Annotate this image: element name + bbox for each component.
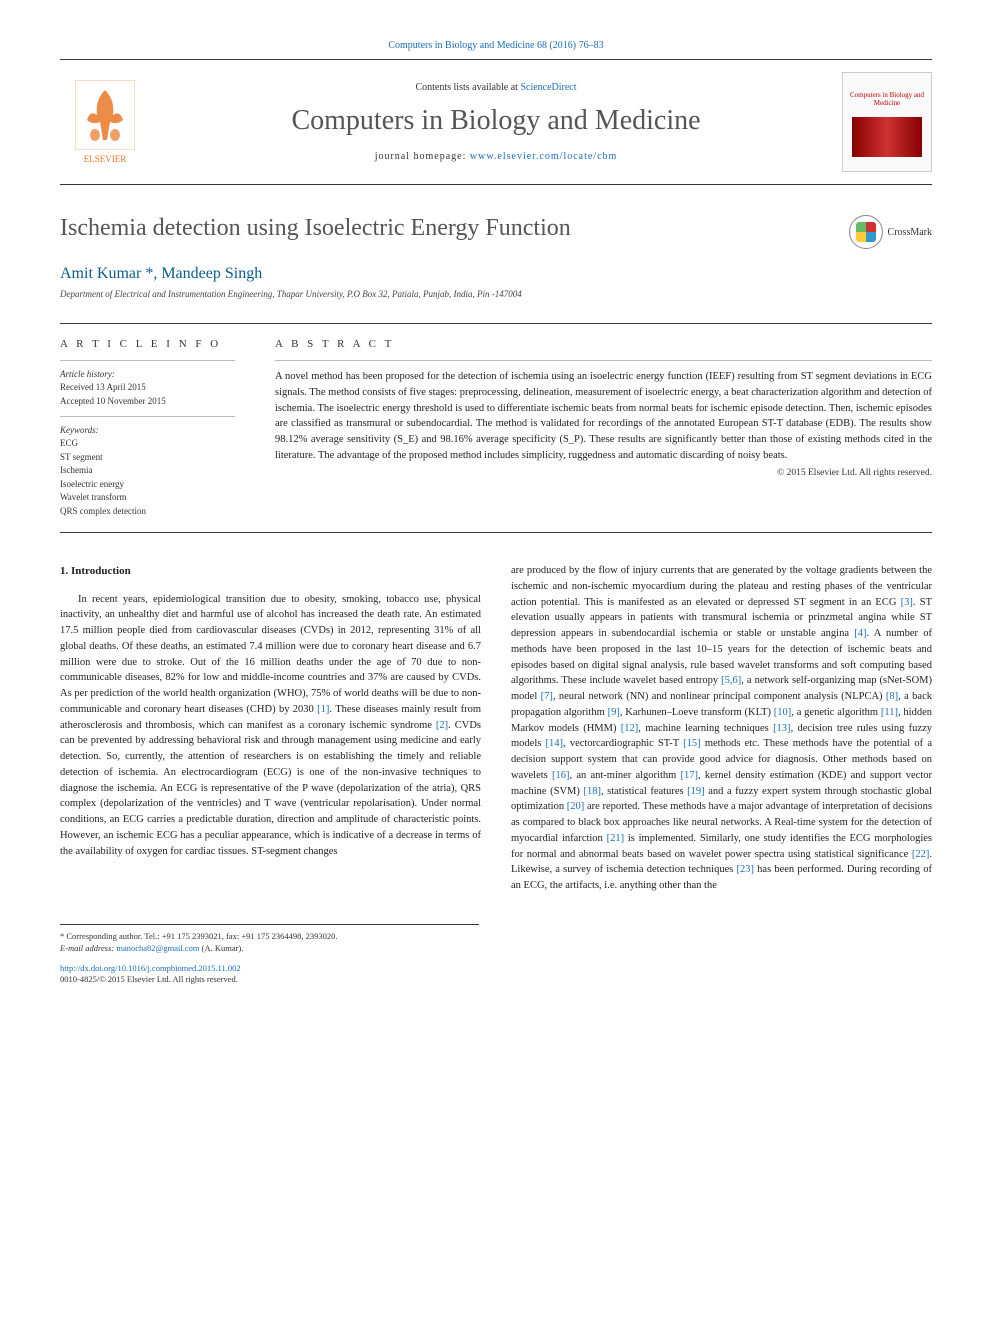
keyword-item: ST segment xyxy=(60,451,235,465)
author-email-link[interactable]: manocha82@gmail.com xyxy=(116,943,199,953)
running-header: Computers in Biology and Medicine 68 (20… xyxy=(60,40,932,51)
keyword-item: Wavelet transform xyxy=(60,491,235,505)
ref-link[interactable]: [15] xyxy=(683,738,701,749)
doi-link[interactable]: http://dx.doi.org/10.1016/j.compbiomed.2… xyxy=(60,963,241,973)
ref-link[interactable]: [11] xyxy=(881,707,898,718)
journal-cover-thumbnail: Computers in Biology and Medicine xyxy=(842,72,932,172)
received-date: Received 13 April 2015 xyxy=(60,381,235,395)
ref-link[interactable]: [4] xyxy=(854,628,866,639)
authors: Amit Kumar *, Mandeep Singh xyxy=(60,265,932,283)
sciencedirect-link[interactable]: ScienceDirect xyxy=(520,82,576,93)
body-col1-text: In recent years, epidemiological transit… xyxy=(60,592,481,860)
body-column-right: are produced by the flow of injury curre… xyxy=(511,563,932,894)
keyword-item: ECG xyxy=(60,437,235,451)
ref-link[interactable]: [20] xyxy=(567,801,585,812)
crossmark-label: CrossMark xyxy=(888,227,932,238)
journal-cover-title: Computers in Biology and Medicine xyxy=(843,87,931,111)
ref-link[interactable]: [7] xyxy=(541,691,553,702)
email-line: E-mail address: manocha82@gmail.com (A. … xyxy=(60,943,479,955)
keyword-item: QRS complex detection xyxy=(60,505,235,519)
crossmark-badge[interactable]: CrossMark xyxy=(849,215,932,249)
body-col2-text: are produced by the flow of injury curre… xyxy=(511,563,932,894)
homepage-text: journal homepage: www.elsevier.com/locat… xyxy=(150,151,842,162)
crossmark-icon xyxy=(849,215,883,249)
ref-link[interactable]: [21] xyxy=(607,833,625,844)
accepted-date: Accepted 10 November 2015 xyxy=(60,395,235,409)
ref-link[interactable]: [1] xyxy=(317,704,329,715)
issn-copyright: 0010-4825/© 2015 Elsevier Ltd. All right… xyxy=(60,974,238,984)
journal-header-box: ELSEVIER Contents lists available at Sci… xyxy=(60,59,932,185)
ref-link[interactable]: [9] xyxy=(608,707,620,718)
ref-link[interactable]: [8] xyxy=(886,691,898,702)
journal-name: Computers in Biology and Medicine xyxy=(150,105,842,137)
affiliation: Department of Electrical and Instrumenta… xyxy=(60,289,932,299)
elsevier-logo-text: ELSEVIER xyxy=(84,154,127,164)
elsevier-tree-icon xyxy=(75,80,135,150)
keywords-label: Keywords: xyxy=(60,425,235,435)
body-column-left: 1. Introduction In recent years, epidemi… xyxy=(60,563,481,894)
section-1-heading: 1. Introduction xyxy=(60,563,481,580)
ref-link[interactable]: [3] xyxy=(901,597,913,608)
body-columns: 1. Introduction In recent years, epidemi… xyxy=(60,563,932,894)
keywords-list: ECGST segmentIschemiaIsoelectric energyW… xyxy=(60,437,235,518)
journal-cover-image xyxy=(852,117,922,157)
abstract-text: A novel method has been proposed for the… xyxy=(275,369,932,464)
article-title: Ischemia detection using Isoelectric Ene… xyxy=(60,215,571,242)
ref-link[interactable]: [5,6] xyxy=(721,675,741,686)
ref-link[interactable]: [12] xyxy=(621,723,639,734)
abstract-block: A B S T R A C T A novel method has been … xyxy=(255,338,932,518)
ref-link[interactable]: [23] xyxy=(737,864,755,875)
abstract-heading: A B S T R A C T xyxy=(275,338,932,350)
article-info-heading: A R T I C L E I N F O xyxy=(60,338,235,350)
ref-link[interactable]: [19] xyxy=(687,786,705,797)
ref-link[interactable]: [18] xyxy=(583,786,601,797)
article-info-block: A R T I C L E I N F O Article history: R… xyxy=(60,338,255,518)
history-label: Article history: xyxy=(60,369,235,379)
keyword-item: Isoelectric energy xyxy=(60,478,235,492)
ref-link[interactable]: [14] xyxy=(546,738,564,749)
ref-link[interactable]: [16] xyxy=(552,770,570,781)
ref-link[interactable]: [17] xyxy=(681,770,699,781)
ref-link[interactable]: [10] xyxy=(774,707,792,718)
contents-text: Contents lists available at ScienceDirec… xyxy=(150,82,842,93)
ref-link[interactable]: [2] xyxy=(436,720,448,731)
corresponding-author: * Corresponding author. Tel.: +91 175 23… xyxy=(60,931,479,943)
elsevier-logo: ELSEVIER xyxy=(60,72,150,172)
ref-link[interactable]: [13] xyxy=(773,723,791,734)
footnotes: * Corresponding author. Tel.: +91 175 23… xyxy=(60,924,479,955)
citation-link[interactable]: Computers in Biology and Medicine 68 (20… xyxy=(388,40,603,51)
keyword-item: Ischemia xyxy=(60,464,235,478)
ref-link[interactable]: [22] xyxy=(912,849,930,860)
homepage-link[interactable]: www.elsevier.com/locate/cbm xyxy=(470,151,617,162)
abstract-copyright: © 2015 Elsevier Ltd. All rights reserved… xyxy=(275,468,932,478)
doi-block: http://dx.doi.org/10.1016/j.compbiomed.2… xyxy=(60,963,932,987)
